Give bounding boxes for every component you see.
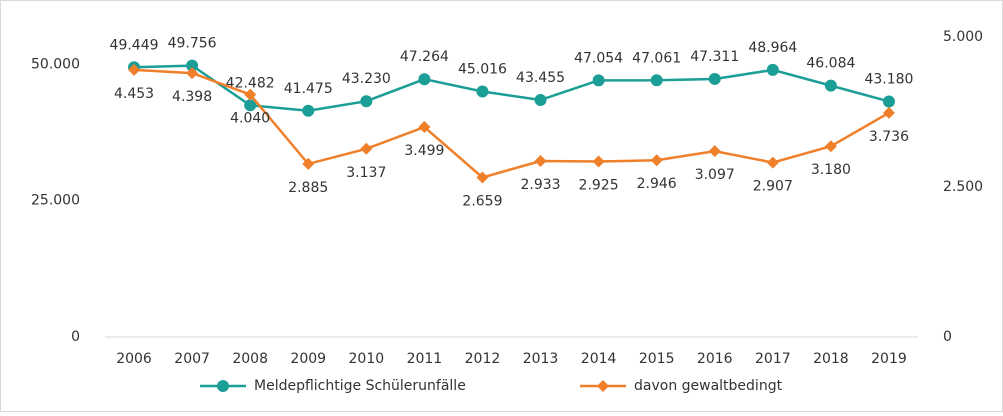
data-point	[882, 106, 895, 119]
data-label: 2.659	[462, 193, 502, 209]
data-label: 4.398	[172, 89, 212, 105]
data-label: 2.946	[637, 176, 677, 192]
data-point	[824, 79, 837, 92]
data-label: 43.180	[864, 71, 913, 87]
data-point	[650, 154, 663, 167]
x-tick-label: 2012	[465, 351, 501, 367]
data-label: 2.885	[288, 180, 328, 196]
data-point	[244, 88, 257, 101]
data-point	[534, 93, 547, 106]
series-line	[133, 68, 890, 179]
data-label: 42.482	[226, 75, 275, 91]
x-tick-label: 2019	[871, 351, 907, 367]
data-label: 3.097	[695, 167, 735, 183]
x-tick-label: 2015	[639, 351, 675, 367]
data-point	[418, 73, 431, 86]
data-point	[128, 63, 141, 76]
data-label: 2.933	[520, 177, 560, 193]
x-tick-label: 2008	[232, 351, 268, 367]
data-label: 47.311	[690, 49, 739, 65]
data-label: 3.180	[811, 162, 851, 178]
x-tick-label: 2014	[581, 351, 617, 367]
x-tick-label: 2010	[349, 351, 385, 367]
data-label: 49.756	[168, 36, 217, 52]
y2-tick-label: 0	[943, 329, 952, 345]
y-tick-label: 50.000	[31, 56, 80, 72]
data-label: 3.736	[869, 129, 909, 145]
data-label: 4.040	[230, 111, 270, 127]
data-point	[476, 171, 489, 184]
data-point	[766, 63, 779, 76]
data-point	[302, 104, 315, 117]
data-point	[766, 156, 779, 169]
data-label: 3.499	[404, 143, 444, 159]
data-label: 47.054	[574, 50, 623, 66]
x-tick-label: 2016	[697, 351, 733, 367]
data-label: 2.907	[753, 179, 793, 195]
y2-tick-label: 5.000	[943, 29, 983, 45]
x-tick-label: 2018	[813, 351, 849, 367]
data-label: 47.264	[400, 49, 449, 65]
data-label: 48.964	[748, 40, 797, 56]
legend-marker	[597, 380, 609, 392]
data-label: 3.137	[346, 165, 386, 181]
data-point	[360, 142, 373, 155]
legend-marker	[217, 380, 229, 392]
data-label: 49.449	[110, 37, 159, 53]
x-tick-label: 2007	[174, 351, 210, 367]
data-label: 43.455	[516, 70, 565, 86]
data-label: 43.230	[342, 71, 391, 87]
x-tick-label: 2013	[523, 351, 559, 367]
data-point	[418, 121, 431, 134]
data-point	[650, 74, 663, 87]
data-label: 41.475	[284, 81, 333, 97]
data-point	[186, 67, 199, 80]
legend-label: Meldepflichtige Schülerunfälle	[254, 378, 466, 394]
x-tick-label: 2006	[116, 351, 152, 367]
data-point	[824, 140, 837, 153]
data-label: 46.084	[806, 56, 855, 72]
y2-tick-label: 2.500	[943, 179, 983, 195]
data-point	[360, 95, 373, 108]
data-point	[186, 59, 199, 72]
data-label: 2.925	[579, 178, 619, 194]
y-tick-label: 0	[71, 329, 80, 345]
x-tick-label: 2009	[290, 351, 326, 367]
data-point	[708, 72, 721, 85]
x-tick-label: 2017	[755, 351, 791, 367]
data-label: 47.061	[632, 50, 681, 66]
y-tick-label: 25.000	[31, 193, 80, 209]
data-point	[244, 99, 257, 112]
data-point	[708, 145, 721, 158]
legend-label: davon gewaltbedingt	[634, 378, 783, 394]
data-label: 4.453	[114, 86, 154, 102]
data-point	[592, 155, 605, 168]
data-label: 45.016	[458, 61, 507, 77]
data-point	[534, 155, 547, 168]
data-point	[302, 157, 315, 170]
data-point	[882, 95, 895, 108]
data-point	[476, 85, 489, 98]
x-tick-label: 2011	[407, 351, 443, 367]
data-point	[592, 74, 605, 87]
